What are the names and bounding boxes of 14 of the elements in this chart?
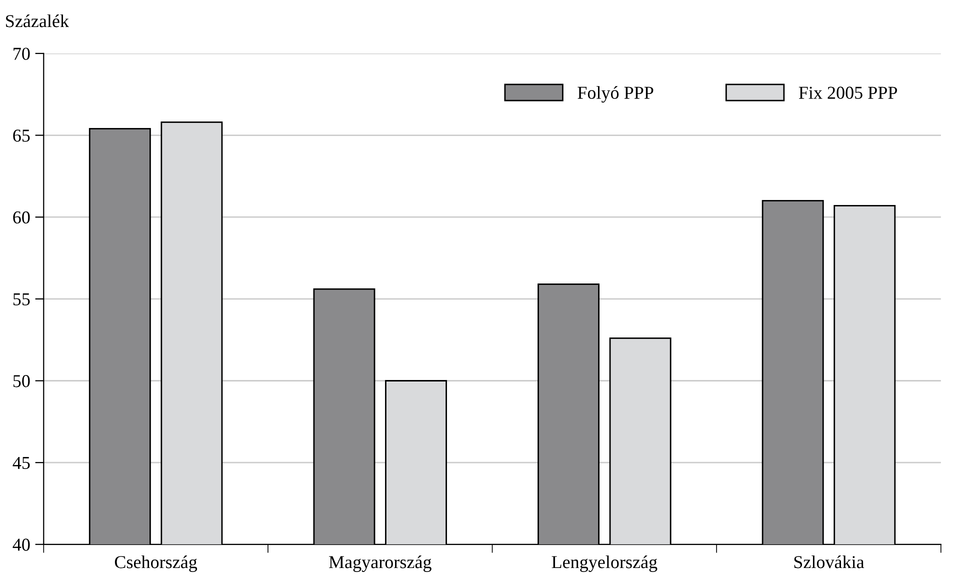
legend-label: Fix 2005 PPP	[798, 86, 898, 99]
legend-label: Folyó PPP	[578, 86, 654, 103]
x-tick-label: Lengyelország	[552, 556, 658, 572]
y-tick-label: 70	[14, 48, 30, 60]
y-axis-title: Százalék	[6, 14, 70, 28]
x-tick-label: Szlovákia	[794, 555, 864, 568]
y-tick-label: 40	[12, 538, 30, 551]
y-tick-label: 45	[12, 456, 30, 470]
y-tick-label: 60	[13, 211, 30, 224]
y-tick-label: 65	[13, 130, 30, 142]
x-tick-label: Magyarország	[329, 556, 432, 572]
y-tick-label: 55	[13, 293, 30, 306]
y-tick-label: 50	[13, 375, 30, 388]
x-tick-label: Csehország	[114, 556, 198, 572]
